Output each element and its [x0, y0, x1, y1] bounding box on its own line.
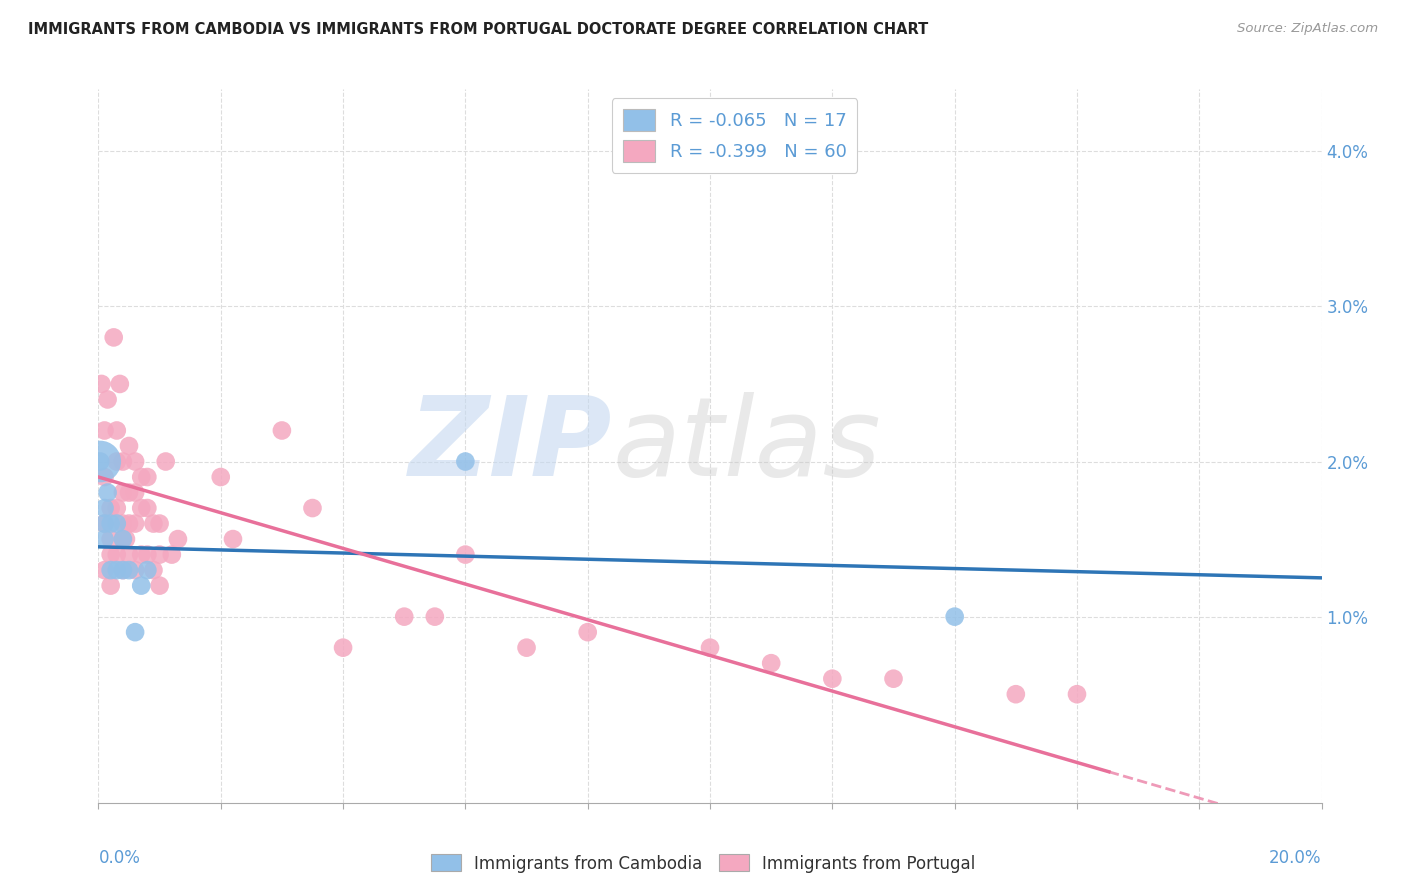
Point — [93, 532, 115, 546]
Point — [118, 516, 141, 531]
Point — [93, 563, 115, 577]
Point — [270, 424, 292, 438]
Point — [118, 548, 141, 562]
Point — [97, 485, 120, 500]
Point — [821, 672, 844, 686]
Point — [105, 516, 128, 531]
Point — [129, 579, 152, 593]
Text: IMMIGRANTS FROM CAMBODIA VS IMMIGRANTS FROM PORTUGAL DOCTORATE DEGREE CORRELATIO: IMMIGRANTS FROM CAMBODIA VS IMMIGRANTS F… — [28, 22, 928, 37]
Point — [111, 563, 134, 577]
Point — [111, 563, 134, 577]
Point — [100, 532, 122, 546]
Point — [699, 640, 721, 655]
Point — [149, 548, 172, 562]
Point — [392, 609, 416, 624]
Text: Source: ZipAtlas.com: Source: ZipAtlas.com — [1237, 22, 1378, 36]
Point — [124, 563, 146, 577]
Point — [93, 470, 115, 484]
Point — [100, 501, 122, 516]
Point — [103, 330, 125, 344]
Point — [167, 532, 190, 546]
Y-axis label: Doctorate Degree: Doctorate Degree — [0, 377, 7, 515]
Point — [97, 392, 120, 407]
Point — [943, 609, 966, 624]
Point — [423, 609, 446, 624]
Point — [883, 672, 905, 686]
Point — [516, 640, 538, 655]
Text: 20.0%: 20.0% — [1270, 849, 1322, 867]
Point — [124, 516, 146, 531]
Point — [111, 454, 134, 468]
Point — [222, 532, 245, 546]
Point — [124, 625, 146, 640]
Legend: Immigrants from Cambodia, Immigrants from Portugal: Immigrants from Cambodia, Immigrants fro… — [425, 847, 981, 880]
Point — [136, 470, 159, 484]
Point — [142, 563, 165, 577]
Point — [301, 501, 323, 516]
Point — [93, 424, 115, 438]
Point — [1066, 687, 1088, 701]
Point — [160, 548, 183, 562]
Point — [149, 516, 172, 531]
Point — [759, 656, 782, 670]
Text: atlas: atlas — [612, 392, 880, 500]
Point — [1004, 687, 1026, 701]
Point — [118, 563, 141, 577]
Text: ZIP: ZIP — [409, 392, 612, 500]
Point — [111, 516, 134, 531]
Point — [111, 485, 134, 500]
Point — [332, 640, 354, 655]
Text: 0.0%: 0.0% — [98, 849, 141, 867]
Point — [93, 516, 115, 531]
Point — [105, 563, 128, 577]
Point — [149, 579, 172, 593]
Point — [136, 563, 159, 577]
Point — [108, 376, 131, 391]
Point — [129, 548, 152, 562]
Point — [100, 579, 122, 593]
Point — [124, 454, 146, 468]
Point — [93, 501, 115, 516]
Point — [115, 532, 138, 546]
Legend: R = -0.065   N = 17, R = -0.399   N = 60: R = -0.065 N = 17, R = -0.399 N = 60 — [612, 98, 858, 173]
Point — [100, 516, 122, 531]
Point — [105, 501, 128, 516]
Point — [118, 485, 141, 500]
Point — [93, 516, 115, 531]
Point — [454, 454, 477, 468]
Point — [124, 485, 146, 500]
Point — [142, 516, 165, 531]
Point — [576, 625, 599, 640]
Point — [111, 532, 134, 546]
Point — [129, 470, 152, 484]
Point — [129, 501, 152, 516]
Point — [105, 548, 128, 562]
Point — [118, 439, 141, 453]
Point — [155, 454, 177, 468]
Point — [105, 454, 128, 468]
Point — [454, 548, 477, 562]
Point — [136, 548, 159, 562]
Point — [209, 470, 232, 484]
Point — [100, 548, 122, 562]
Point — [90, 376, 112, 391]
Point — [105, 424, 128, 438]
Point — [89, 454, 111, 468]
Point — [136, 501, 159, 516]
Point — [89, 454, 111, 468]
Point — [111, 532, 134, 546]
Point — [100, 563, 122, 577]
